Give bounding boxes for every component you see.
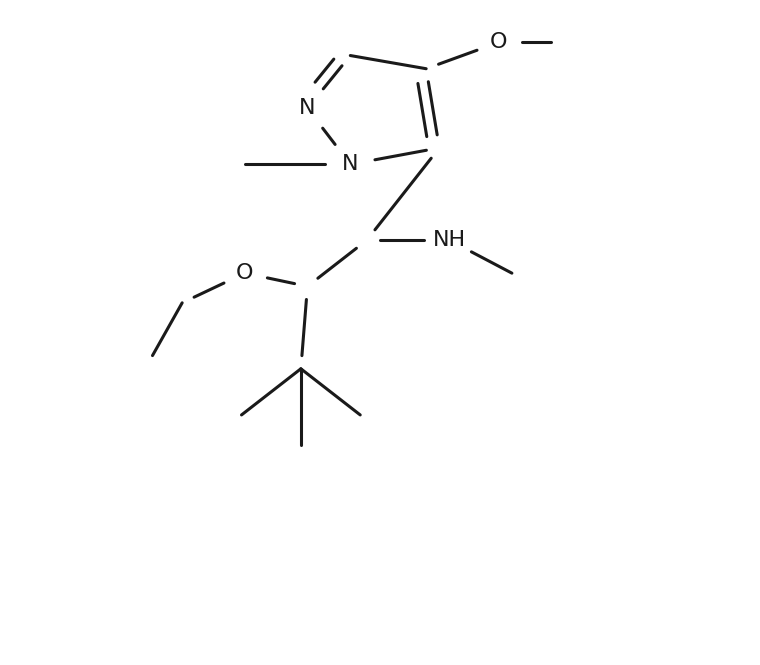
Text: N: N bbox=[342, 154, 359, 174]
Text: O: O bbox=[236, 263, 254, 283]
Text: O: O bbox=[490, 33, 508, 53]
Text: NH: NH bbox=[432, 230, 466, 250]
Text: N: N bbox=[299, 98, 315, 118]
